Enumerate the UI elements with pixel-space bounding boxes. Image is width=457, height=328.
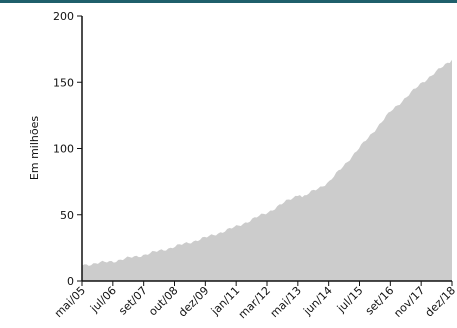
area-fill — [82, 59, 452, 282]
x-tick-label: jun/14 — [300, 284, 334, 318]
header-accent-bar — [0, 0, 457, 3]
y-tick-label: 50 — [60, 209, 74, 222]
x-tick-label: mar/12 — [236, 284, 273, 321]
x-tick-label: mai/05 — [52, 284, 88, 320]
y-axis-ticks: 0 50 100 150 200 — [53, 10, 82, 288]
x-tick-label: dez/18 — [423, 284, 457, 320]
x-tick-label: jul/15 — [334, 284, 366, 316]
x-tick-label: nov/17 — [391, 284, 427, 320]
y-tick-label: 0 — [67, 275, 74, 288]
x-tick-label: out/08 — [146, 284, 180, 318]
x-tick-label: set/16 — [363, 284, 397, 318]
area-series — [82, 59, 452, 282]
x-tick-label: jul/06 — [87, 284, 119, 316]
x-tick-label: set/07 — [116, 284, 150, 318]
x-tick-label: dez/09 — [176, 284, 212, 320]
y-tick-label: 100 — [53, 143, 74, 156]
x-tick-label: mai/13 — [268, 284, 304, 320]
y-tick-label: 150 — [53, 76, 74, 89]
y-axis-title: Em milhões — [28, 116, 41, 180]
y-tick-label: 200 — [53, 10, 74, 23]
x-axis-ticks: mai/05 jul/06set/07out/08dez/09jan/11mar/… — [52, 281, 457, 321]
